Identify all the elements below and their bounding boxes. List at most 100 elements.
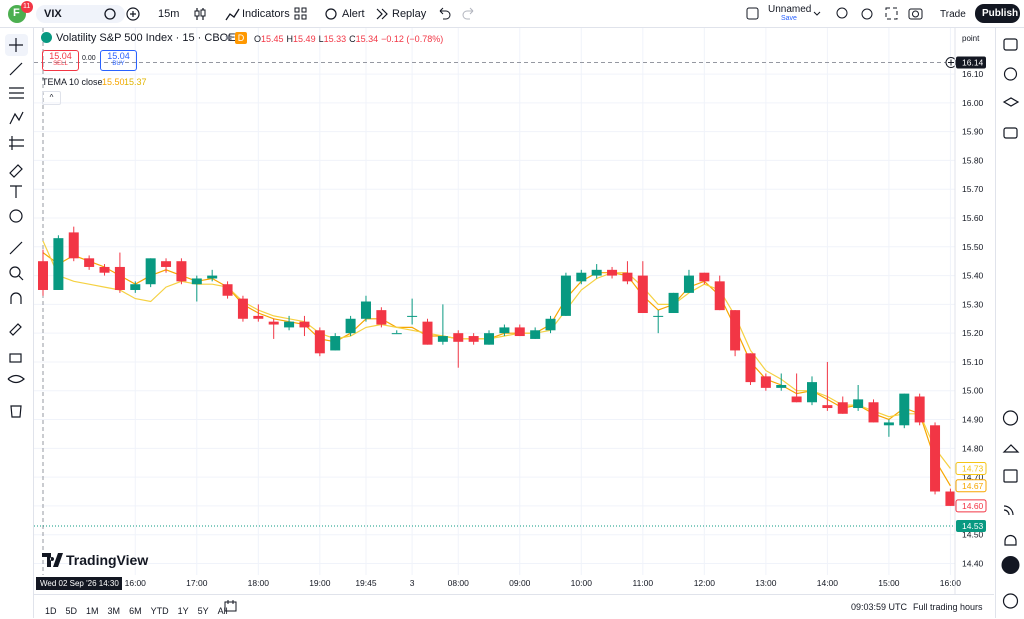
- y-tick-label: 15.00: [962, 386, 984, 396]
- symbol[interactable]: VIX: [44, 8, 62, 20]
- date-range-icon[interactable]: [224, 599, 238, 613]
- candle-body: [776, 384, 787, 388]
- candle-body: [499, 327, 510, 334]
- candle-body: [714, 281, 725, 311]
- series-title: Volatility S&P 500 Index · 15 · CBOE: [56, 32, 236, 44]
- replay-icon[interactable]: [376, 8, 388, 20]
- ohlc-value: 15.45: [261, 34, 284, 44]
- range-button[interactable]: 1Y: [177, 606, 189, 616]
- candle-body: [222, 284, 233, 296]
- badge-count: 11: [23, 3, 31, 10]
- save-button[interactable]: Save: [781, 15, 797, 22]
- undo[interactable]: [439, 7, 451, 20]
- symbol-search[interactable]: [36, 5, 125, 23]
- candle-body: [145, 258, 156, 285]
- range-button[interactable]: 5Y: [197, 606, 209, 616]
- widget-bar: [995, 28, 1024, 618]
- fullscreen[interactable]: [885, 7, 898, 20]
- candle-body: [745, 353, 756, 383]
- range-button[interactable]: 6M: [129, 606, 142, 616]
- sell-label: SELL: [53, 61, 68, 67]
- y-tick-label: 14.70: [962, 472, 984, 482]
- layout-name[interactable]: Unnamed: [768, 4, 812, 15]
- y-tick-label: 16.00: [962, 98, 984, 108]
- collapse-legend[interactable]: ^: [42, 91, 61, 105]
- ohlc-key: O: [254, 34, 262, 44]
- crosshair-price: 16.14: [962, 58, 984, 68]
- candle-body: [437, 336, 448, 342]
- x-tick-label: 11:00: [632, 578, 653, 588]
- candle-body: [837, 402, 848, 414]
- candle-body: [545, 318, 556, 331]
- templates-icon[interactable]: [294, 7, 307, 20]
- range-button[interactable]: YTD: [150, 606, 169, 616]
- bottom-toolbar: 1D 5D 1M 3M 6M YTD 1Y 5Y All 09:03:59 UTC Full t…: [34, 594, 994, 619]
- settings[interactable]: [861, 8, 873, 20]
- trade-button[interactable]: Trade: [940, 9, 966, 20]
- ohlc-values: O15.45 H15.49 L15.33 C15.34 −0.12 (−0.78%): [254, 34, 443, 44]
- buy-label: BUY: [112, 61, 125, 67]
- indicator-line: [42, 252, 951, 487]
- candle-body: [899, 393, 910, 426]
- buy-button[interactable]: 15.04 BUY: [100, 50, 137, 71]
- candle-body: [622, 272, 633, 282]
- crosshair-add-plus: [948, 59, 954, 66]
- y-tick-label: 15.50: [962, 242, 984, 252]
- range-button[interactable]: 1D: [45, 606, 57, 616]
- range-button[interactable]: 3M: [107, 606, 121, 616]
- y-tick-label: 15.20: [962, 328, 984, 338]
- candle-body: [683, 275, 694, 293]
- x-tick-label: 17:00: [186, 578, 208, 588]
- layout-checkbox[interactable]: [746, 7, 759, 20]
- price-marker-label: 14.53: [962, 521, 984, 531]
- candle-body: [68, 232, 79, 259]
- compare-icon[interactable]: [104, 8, 116, 20]
- alert-icon[interactable]: [325, 8, 337, 20]
- y-tick-label: 14.40: [962, 558, 984, 568]
- indicators-icon[interactable]: [225, 8, 240, 21]
- toolbar-icons: [8, 1, 1020, 23]
- crosshair-time-box: [36, 577, 122, 590]
- candle-body: [468, 336, 479, 342]
- snapshot[interactable]: [908, 8, 923, 20]
- session-mode[interactable]: Full trading hours: [913, 602, 983, 612]
- avatar-letter: F: [13, 7, 20, 19]
- candle-body: [453, 333, 464, 342]
- candle-body: [299, 321, 310, 328]
- candle-body: [699, 272, 710, 282]
- candle-body: [930, 425, 941, 492]
- add-symbol[interactable]: [126, 7, 140, 21]
- ohlc-key: C: [349, 34, 356, 44]
- x-tick-label: 13:00: [755, 578, 777, 588]
- range-button[interactable]: 5D: [65, 606, 78, 616]
- chart: 14.40 14.50 14.60 14.70 14.80 14.90 15.00 15.10…: [34, 28, 987, 594]
- x-tick-label: 16:00: [940, 578, 962, 588]
- price-marker: [955, 499, 987, 513]
- x-tick-label: 16:00: [125, 578, 147, 588]
- clock[interactable]: 09:03:59 UTC: [851, 602, 908, 612]
- range-button[interactable]: 1M: [86, 606, 99, 616]
- publish-label[interactable]: Publish: [982, 8, 1019, 19]
- quick-search[interactable]: [836, 7, 848, 19]
- candle-body: [822, 405, 833, 409]
- layout-menu[interactable]: [813, 11, 821, 16]
- candle-body: [530, 330, 541, 339]
- candle-body: [84, 258, 95, 267]
- replay-button[interactable]: Replay: [392, 8, 427, 20]
- spread: 0.00: [82, 55, 96, 62]
- range-button[interactable]: All: [217, 606, 228, 616]
- candle-body: [130, 284, 141, 290]
- candle-body: [668, 292, 679, 314]
- session-badge: D: [235, 32, 247, 44]
- interval[interactable]: 15m: [158, 8, 180, 20]
- alert-button[interactable]: Alert: [342, 8, 365, 20]
- candle-body: [853, 399, 864, 409]
- publish-button[interactable]: [975, 4, 1020, 23]
- redo[interactable]: [462, 7, 474, 20]
- range-buttons: 1D 5D 1M 3M 6M YTD 1Y 5Y All: [45, 601, 237, 619]
- avatar[interactable]: [8, 5, 26, 23]
- top-toolbar: 11 F VIX 15m Indicators Alert Replay Unn…: [0, 0, 1024, 28]
- sell-button[interactable]: 15.04 SELL: [42, 50, 79, 71]
- candle-body: [422, 321, 433, 345]
- indicators-button[interactable]: Indicators: [242, 8, 290, 20]
